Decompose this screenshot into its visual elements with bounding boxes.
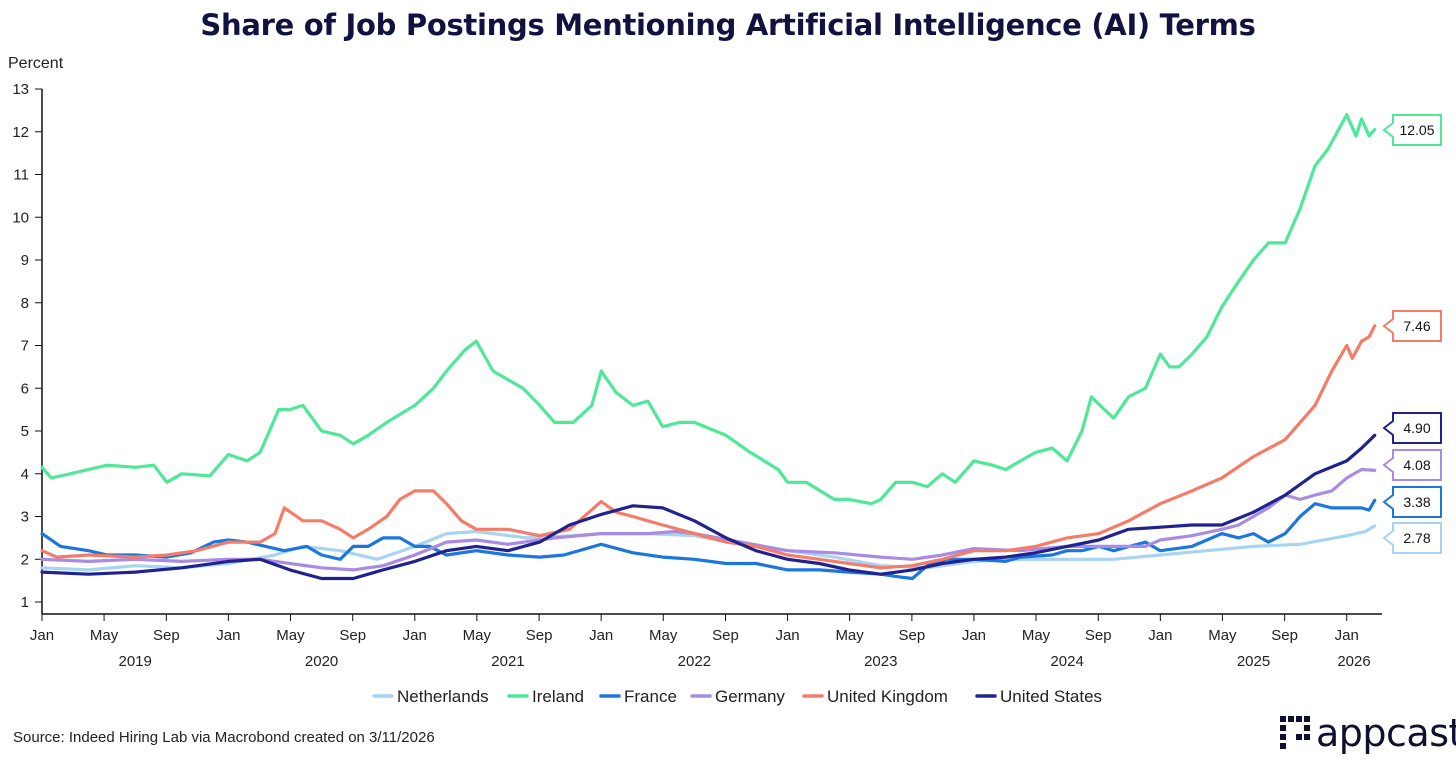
x-tick-label: May [1022, 627, 1051, 644]
x-tick-label: May [276, 627, 305, 644]
end-label-france: 3.38 [1403, 494, 1430, 510]
y-tick-label: 3 [21, 509, 29, 526]
y-tick-label: 8 [21, 295, 29, 312]
end-label-box-netherlands [1382, 522, 1442, 554]
legend-label: Netherlands [397, 687, 489, 706]
y-tick-label: 12 [12, 124, 29, 141]
end-label-ireland: 12.05 [1399, 122, 1434, 138]
legend-label: Germany [715, 687, 785, 706]
end-label-box-united-kingdom [1382, 310, 1442, 342]
end-label-germany: 4.08 [1403, 457, 1430, 473]
series-line-ireland [40, 113, 1377, 506]
series-line-germany [40, 467, 1377, 572]
x-tick-label: Sep [339, 627, 366, 644]
end-label-box-ireland [1382, 114, 1442, 146]
x-year-label: 2026 [1337, 653, 1370, 670]
x-tick-label: May [90, 627, 119, 644]
legend-label: Ireland [532, 687, 584, 706]
x-tick-label: Jan [216, 627, 240, 644]
x-tick-label: Sep [153, 627, 180, 644]
end-label-box-united-states [1382, 412, 1442, 444]
x-tick-label: Sep [712, 627, 739, 644]
x-year-label: 2023 [864, 653, 897, 670]
legend-label: France [624, 687, 677, 706]
x-tick-label: Sep [899, 627, 926, 644]
brand-logo: appcast™ [1280, 711, 1456, 755]
x-tick-label: Jan [775, 627, 799, 644]
x-tick-label: Jan [403, 627, 427, 644]
series-line-france [40, 498, 1377, 581]
x-tick-label: Jan [1148, 627, 1172, 644]
legend-label: United Kingdom [827, 687, 948, 706]
x-year-label: 2025 [1237, 653, 1270, 670]
end-label-box-france [1382, 486, 1442, 518]
series-line-united-kingdom [40, 324, 1377, 570]
end-label-netherlands: 2.78 [1403, 530, 1430, 546]
x-year-label: 2021 [491, 653, 524, 670]
y-tick-label: 7 [21, 338, 29, 355]
y-tick-label: 1 [21, 594, 29, 611]
appcast-logo-icon [1280, 716, 1310, 749]
legend-label: United States [1000, 687, 1102, 706]
x-tick-label: May [463, 627, 492, 644]
x-tick-label: Jan [962, 627, 986, 644]
y-tick-label: 10 [12, 209, 29, 226]
end-label-united-states: 4.90 [1403, 420, 1430, 436]
x-tick-label: May [835, 627, 864, 644]
series-line-united-states [40, 433, 1377, 581]
x-tick-label: Jan [30, 627, 54, 644]
x-tick-label: Sep [1271, 627, 1298, 644]
x-year-label: 2020 [305, 653, 338, 670]
y-tick-label: 13 [12, 81, 29, 98]
y-tick-label: 2 [21, 551, 29, 568]
x-year-label: 2019 [119, 653, 152, 670]
x-tick-label: Jan [589, 627, 613, 644]
x-tick-label: May [1208, 627, 1237, 644]
y-tick-label: 5 [21, 423, 29, 440]
y-tick-label: 9 [21, 252, 29, 269]
y-tick-label: 11 [13, 167, 29, 184]
y-axis-label: Percent [8, 55, 64, 72]
x-year-label: 2024 [1050, 653, 1083, 670]
x-year-label: 2022 [678, 653, 711, 670]
end-label-united-kingdom: 7.46 [1403, 318, 1430, 334]
chart-title: Share of Job Postings Mentioning Artific… [200, 8, 1256, 42]
brand-name: appcast™ [1316, 711, 1456, 755]
x-tick-label: Sep [526, 627, 553, 644]
y-tick-label: 4 [21, 466, 29, 483]
end-label-box-germany [1382, 449, 1442, 481]
source-note: Source: Indeed Hiring Lab via Macrobond … [13, 729, 435, 746]
x-tick-label: Sep [1085, 627, 1112, 644]
y-tick-label: 6 [21, 380, 29, 397]
x-tick-label: May [649, 627, 678, 644]
x-tick-label: Jan [1335, 627, 1359, 644]
